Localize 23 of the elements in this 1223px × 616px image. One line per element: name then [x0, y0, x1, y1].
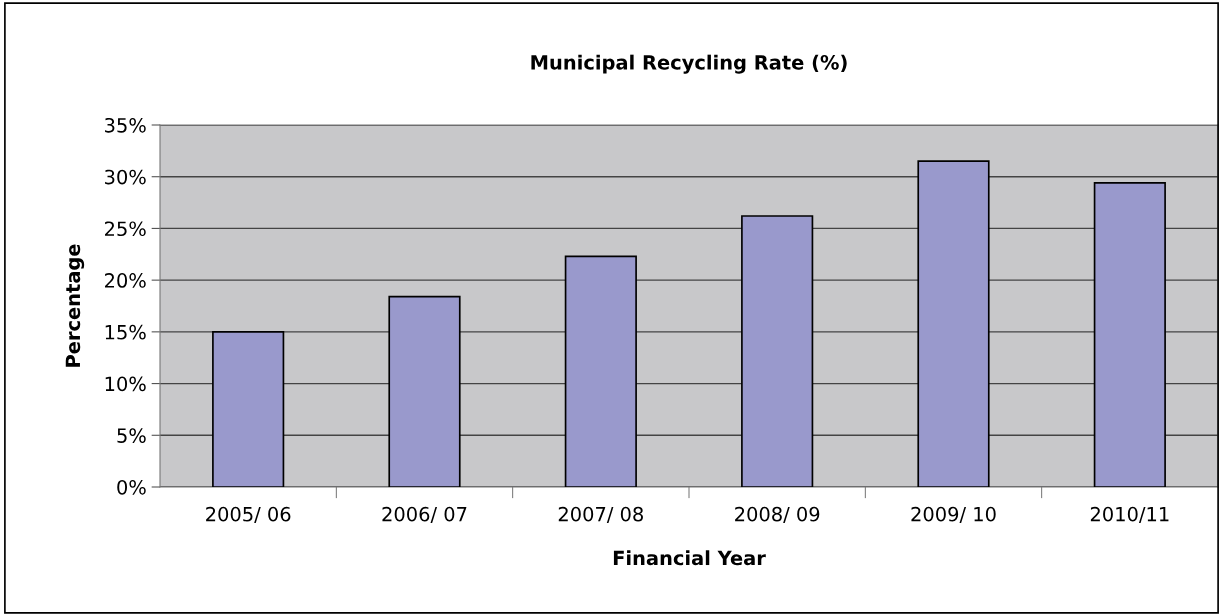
y-axis-title: Percentage [65, 244, 85, 367]
y-tick-label: 20% [105, 273, 146, 288]
x-tick-label: 2007/ 08 [558, 506, 643, 524]
chart-title: Municipal Recycling Rate (%) [531, 54, 847, 74]
y-tick-label: 0% [117, 479, 146, 495]
bar [388, 295, 461, 487]
y-tick-label: 25% [105, 221, 146, 237]
x-tick-label: 2005/ 06 [206, 506, 291, 524]
bar [1093, 182, 1166, 487]
y-tick-label: 10% [105, 376, 146, 392]
x-tick-label: 2008/ 09 [735, 506, 820, 524]
bar [564, 255, 637, 487]
x-tick-label: 2006/ 07 [382, 506, 467, 524]
bar [212, 331, 285, 487]
x-tick-label: 2010/11 [1090, 506, 1169, 524]
x-axis-title: Financial Year [613, 550, 766, 566]
y-tick-label: 5% [117, 428, 146, 443]
y-tick-label: 35% [105, 117, 146, 133]
x-tick-label: 2009/ 10 [911, 506, 996, 524]
bar [741, 215, 814, 487]
y-tick-label: 15% [105, 324, 146, 340]
y-tick-label: 30% [105, 169, 146, 185]
bar [917, 160, 990, 487]
